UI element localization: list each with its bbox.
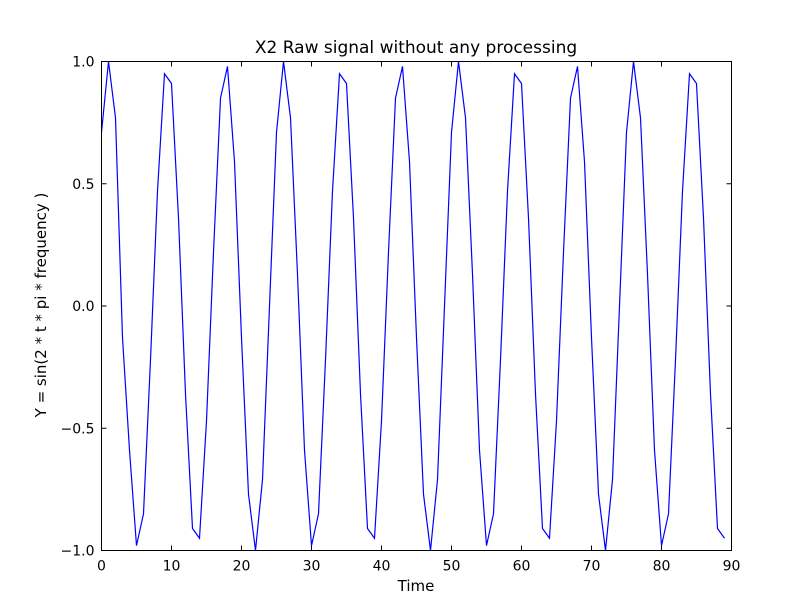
plot-area: 0 10 20 30 40 50 60 70 80 90 −1.0 −0.5 0.0 0.5 1.0 — [61, 55, 741, 575]
y-tick-label: −0.5 — [61, 421, 95, 437]
y-tick-label: 0.0 — [72, 299, 94, 315]
x-tick-label: 0 — [97, 559, 106, 575]
chart-title: X2 Raw signal without any processing — [255, 38, 577, 58]
x-axis-label: Time — [397, 577, 435, 595]
x-tick-label: 30 — [303, 559, 321, 575]
y-axis-ticks: −1.0 −0.5 0.0 0.5 1.0 — [61, 55, 732, 560]
x-tick-label: 10 — [163, 559, 181, 575]
series-line-0 — [100, 61, 725, 551]
x-tick-label: 80 — [653, 559, 671, 575]
x-tick-label: 70 — [583, 559, 601, 575]
y-axis-label: Y = sin(2 * t * pi * frequency ) — [32, 193, 50, 419]
x-tick-label: 60 — [513, 559, 531, 575]
x-axis-ticks: 0 10 20 30 40 50 60 70 80 90 — [97, 61, 741, 575]
series-layer — [100, 61, 725, 551]
y-tick-label: 0.5 — [72, 177, 94, 193]
y-tick-label: −1.0 — [61, 544, 95, 560]
x-tick-label: 40 — [373, 559, 391, 575]
x-tick-label: 50 — [443, 559, 461, 575]
y-tick-label: 1.0 — [72, 55, 94, 71]
x-tick-label: 20 — [233, 559, 251, 575]
x-tick-label: 90 — [723, 559, 741, 575]
plot-frame — [101, 61, 732, 551]
